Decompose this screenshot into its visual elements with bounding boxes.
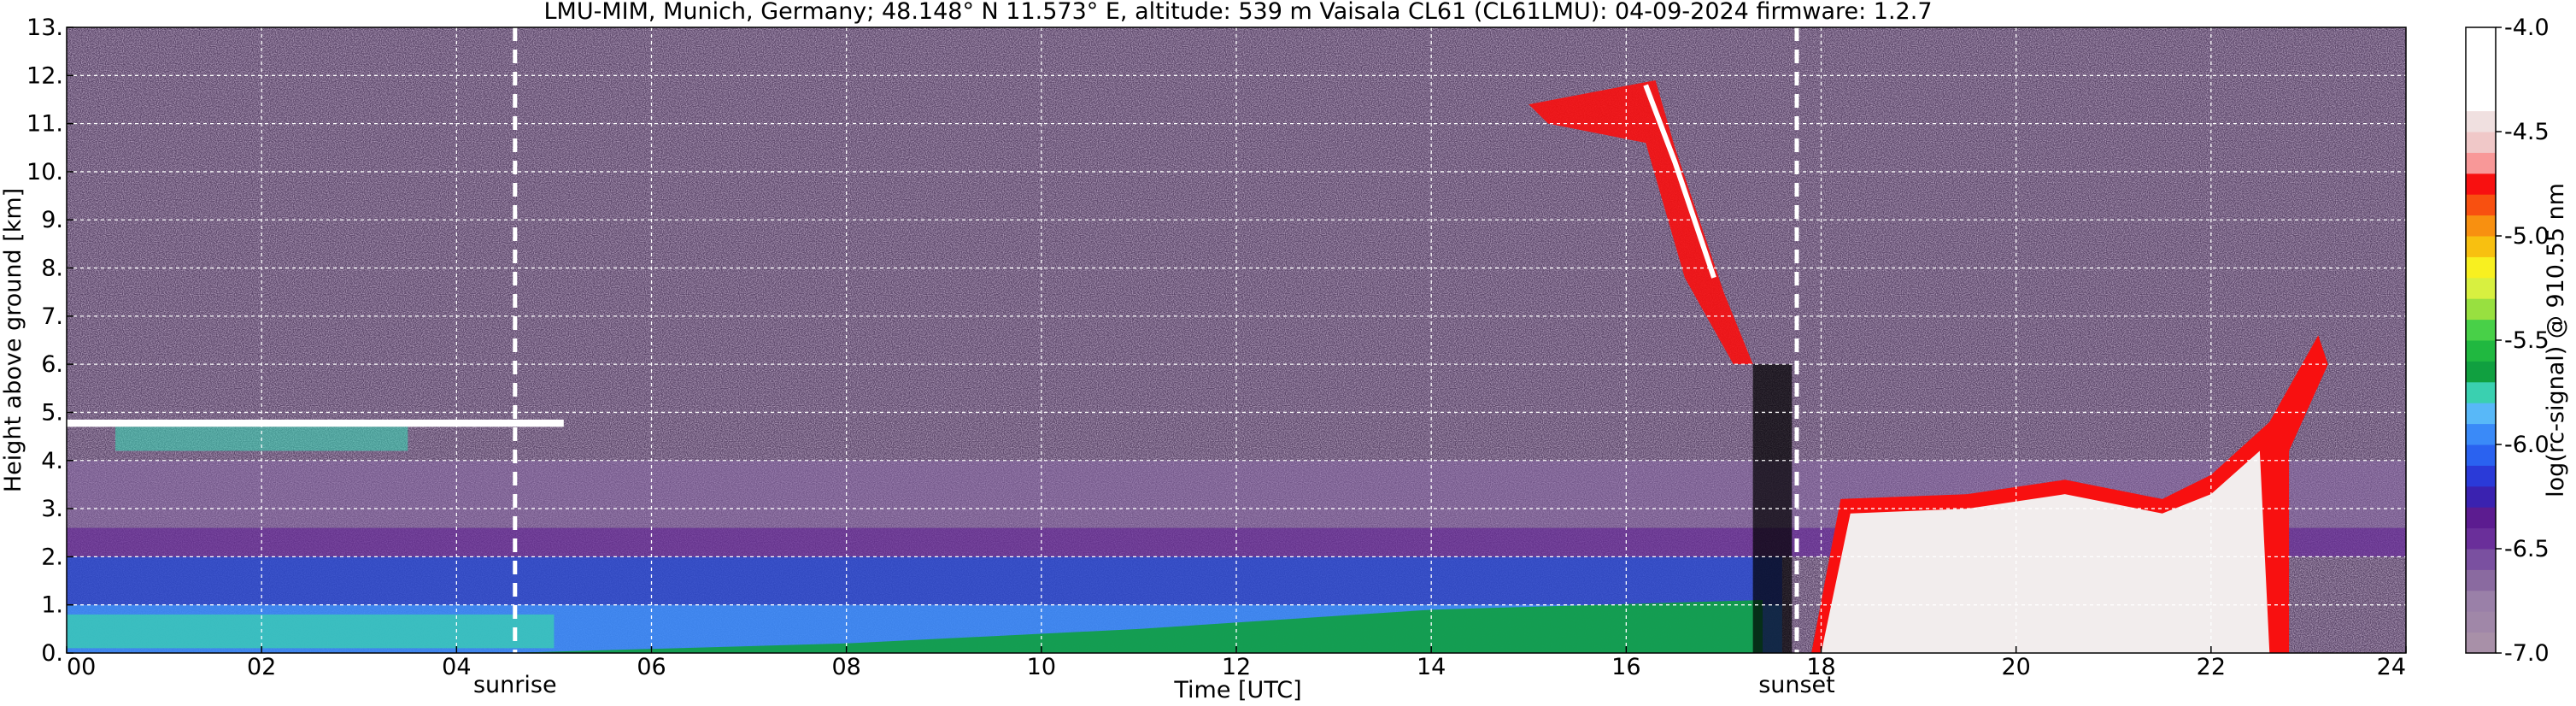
colorbar-swatch — [2466, 507, 2496, 529]
x-tick-label: 24 — [2377, 654, 2406, 680]
colorbar-swatch — [2466, 590, 2496, 612]
y-axis-label: Height above ground [km] — [0, 188, 26, 492]
y-tick-label: 3. — [41, 496, 63, 522]
boundary-layer-blue — [67, 556, 1782, 605]
colorbar-swatch — [2466, 90, 2496, 112]
colorbar-swatch — [2466, 298, 2496, 321]
x-tick-label: 12 — [1222, 654, 1251, 680]
y-tick-label: 5. — [41, 399, 63, 426]
colorbar-swatch — [2466, 152, 2496, 174]
chart-title: LMU-MIM, Munich, Germany; 48.148° N 11.5… — [543, 0, 1932, 25]
x-tick-label: 06 — [637, 654, 666, 680]
colorbar-label: log(rc-signal) @ 910.55 nm — [2543, 183, 2569, 497]
colorbar-swatch — [2466, 465, 2496, 487]
colorbar-swatch — [2466, 361, 2496, 383]
y-tick-label: 8. — [41, 256, 63, 282]
y-tick-label: 4. — [41, 448, 63, 474]
sunset-label: sunset — [1758, 672, 1835, 698]
colorbar-tick-label: -5.5 — [2504, 327, 2550, 354]
colorbar-swatch — [2466, 236, 2496, 257]
colorbar-swatch — [2466, 485, 2496, 508]
colorbar-swatch — [2466, 48, 2496, 70]
colorbar-swatch — [2466, 423, 2496, 445]
colorbar-tick-label: -6.0 — [2504, 432, 2550, 458]
colorbar-swatch — [2466, 173, 2496, 195]
plot-area — [67, 27, 2406, 653]
cirrus-core — [1643, 84, 1716, 279]
colorbar-swatch — [2466, 319, 2496, 341]
x-tick-label: 10 — [1027, 654, 1056, 680]
colorbar-swatch — [2466, 110, 2496, 132]
colorbar-swatch — [2466, 256, 2496, 279]
y-tick-label: 9. — [41, 207, 63, 233]
colorbar-swatch — [2466, 527, 2496, 550]
colorbar-tick-label: -4.0 — [2504, 15, 2550, 41]
y-tick-label: 6. — [41, 351, 63, 378]
colorbar-tick-label: -4.5 — [2504, 119, 2550, 145]
y-tick-label: 7. — [41, 303, 63, 330]
x-axis-label: Time [UTC] — [1173, 677, 1301, 703]
x-tick-label: 20 — [2001, 654, 2030, 680]
colorbar-swatch — [2466, 444, 2496, 466]
colorbar-swatch — [2466, 381, 2496, 403]
y-tick-label: 1. — [41, 592, 63, 619]
x-tick-label: 04 — [442, 654, 471, 680]
y-tick-label: 10. — [26, 159, 63, 185]
colorbar-swatch — [2466, 549, 2496, 570]
y-tick-label: 13. — [26, 15, 63, 41]
morning-residual-layer — [67, 614, 555, 649]
colorbar-swatch — [2466, 632, 2496, 654]
attenuated-column — [1752, 364, 1793, 653]
y-tick-label: 11. — [26, 111, 63, 138]
colorbar-swatch — [2466, 68, 2496, 91]
x-tick-label: 18 — [1806, 654, 1835, 680]
colorbar-swatch — [2466, 27, 2496, 49]
colorbar-swatch — [2466, 611, 2496, 633]
x-tick-label: 08 — [831, 654, 860, 680]
colorbar-tick-label: -6.5 — [2504, 536, 2550, 562]
colorbar: -7.0 -6.5 -6.0 -5.5 -5.0 -4.5 -4.0 — [2465, 15, 2550, 667]
sunrise-label: sunrise — [473, 672, 557, 698]
x-tick-label: 22 — [2197, 654, 2226, 680]
x-tick-label: 14 — [1417, 654, 1446, 680]
x-tick-label: 00 — [67, 654, 96, 680]
colorbar-swatch — [2466, 194, 2496, 216]
y-tick-label: 2. — [41, 544, 63, 570]
colorbar-swatch — [2466, 403, 2496, 425]
x-tick-label: 02 — [247, 654, 276, 680]
x-tick-label: 16 — [1611, 654, 1640, 680]
colorbar-swatch — [2466, 132, 2496, 153]
colorbar-tick-label: -7.0 — [2504, 640, 2550, 667]
colorbar-swatch — [2466, 569, 2496, 591]
colorbar-swatch — [2466, 340, 2496, 362]
cirrus-cloud — [1529, 79, 1753, 365]
mixed-layer-green — [505, 600, 1763, 653]
elevated-layer-white — [67, 419, 564, 427]
colorbar-swatch — [2466, 215, 2496, 237]
colorbar-tick-label: -5.0 — [2504, 223, 2550, 250]
colorbar-swatch — [2466, 277, 2496, 299]
y-tick-label: 12. — [26, 62, 63, 89]
y-tick-label: 0. — [41, 640, 63, 667]
evening-cloud-core — [1821, 450, 2270, 653]
